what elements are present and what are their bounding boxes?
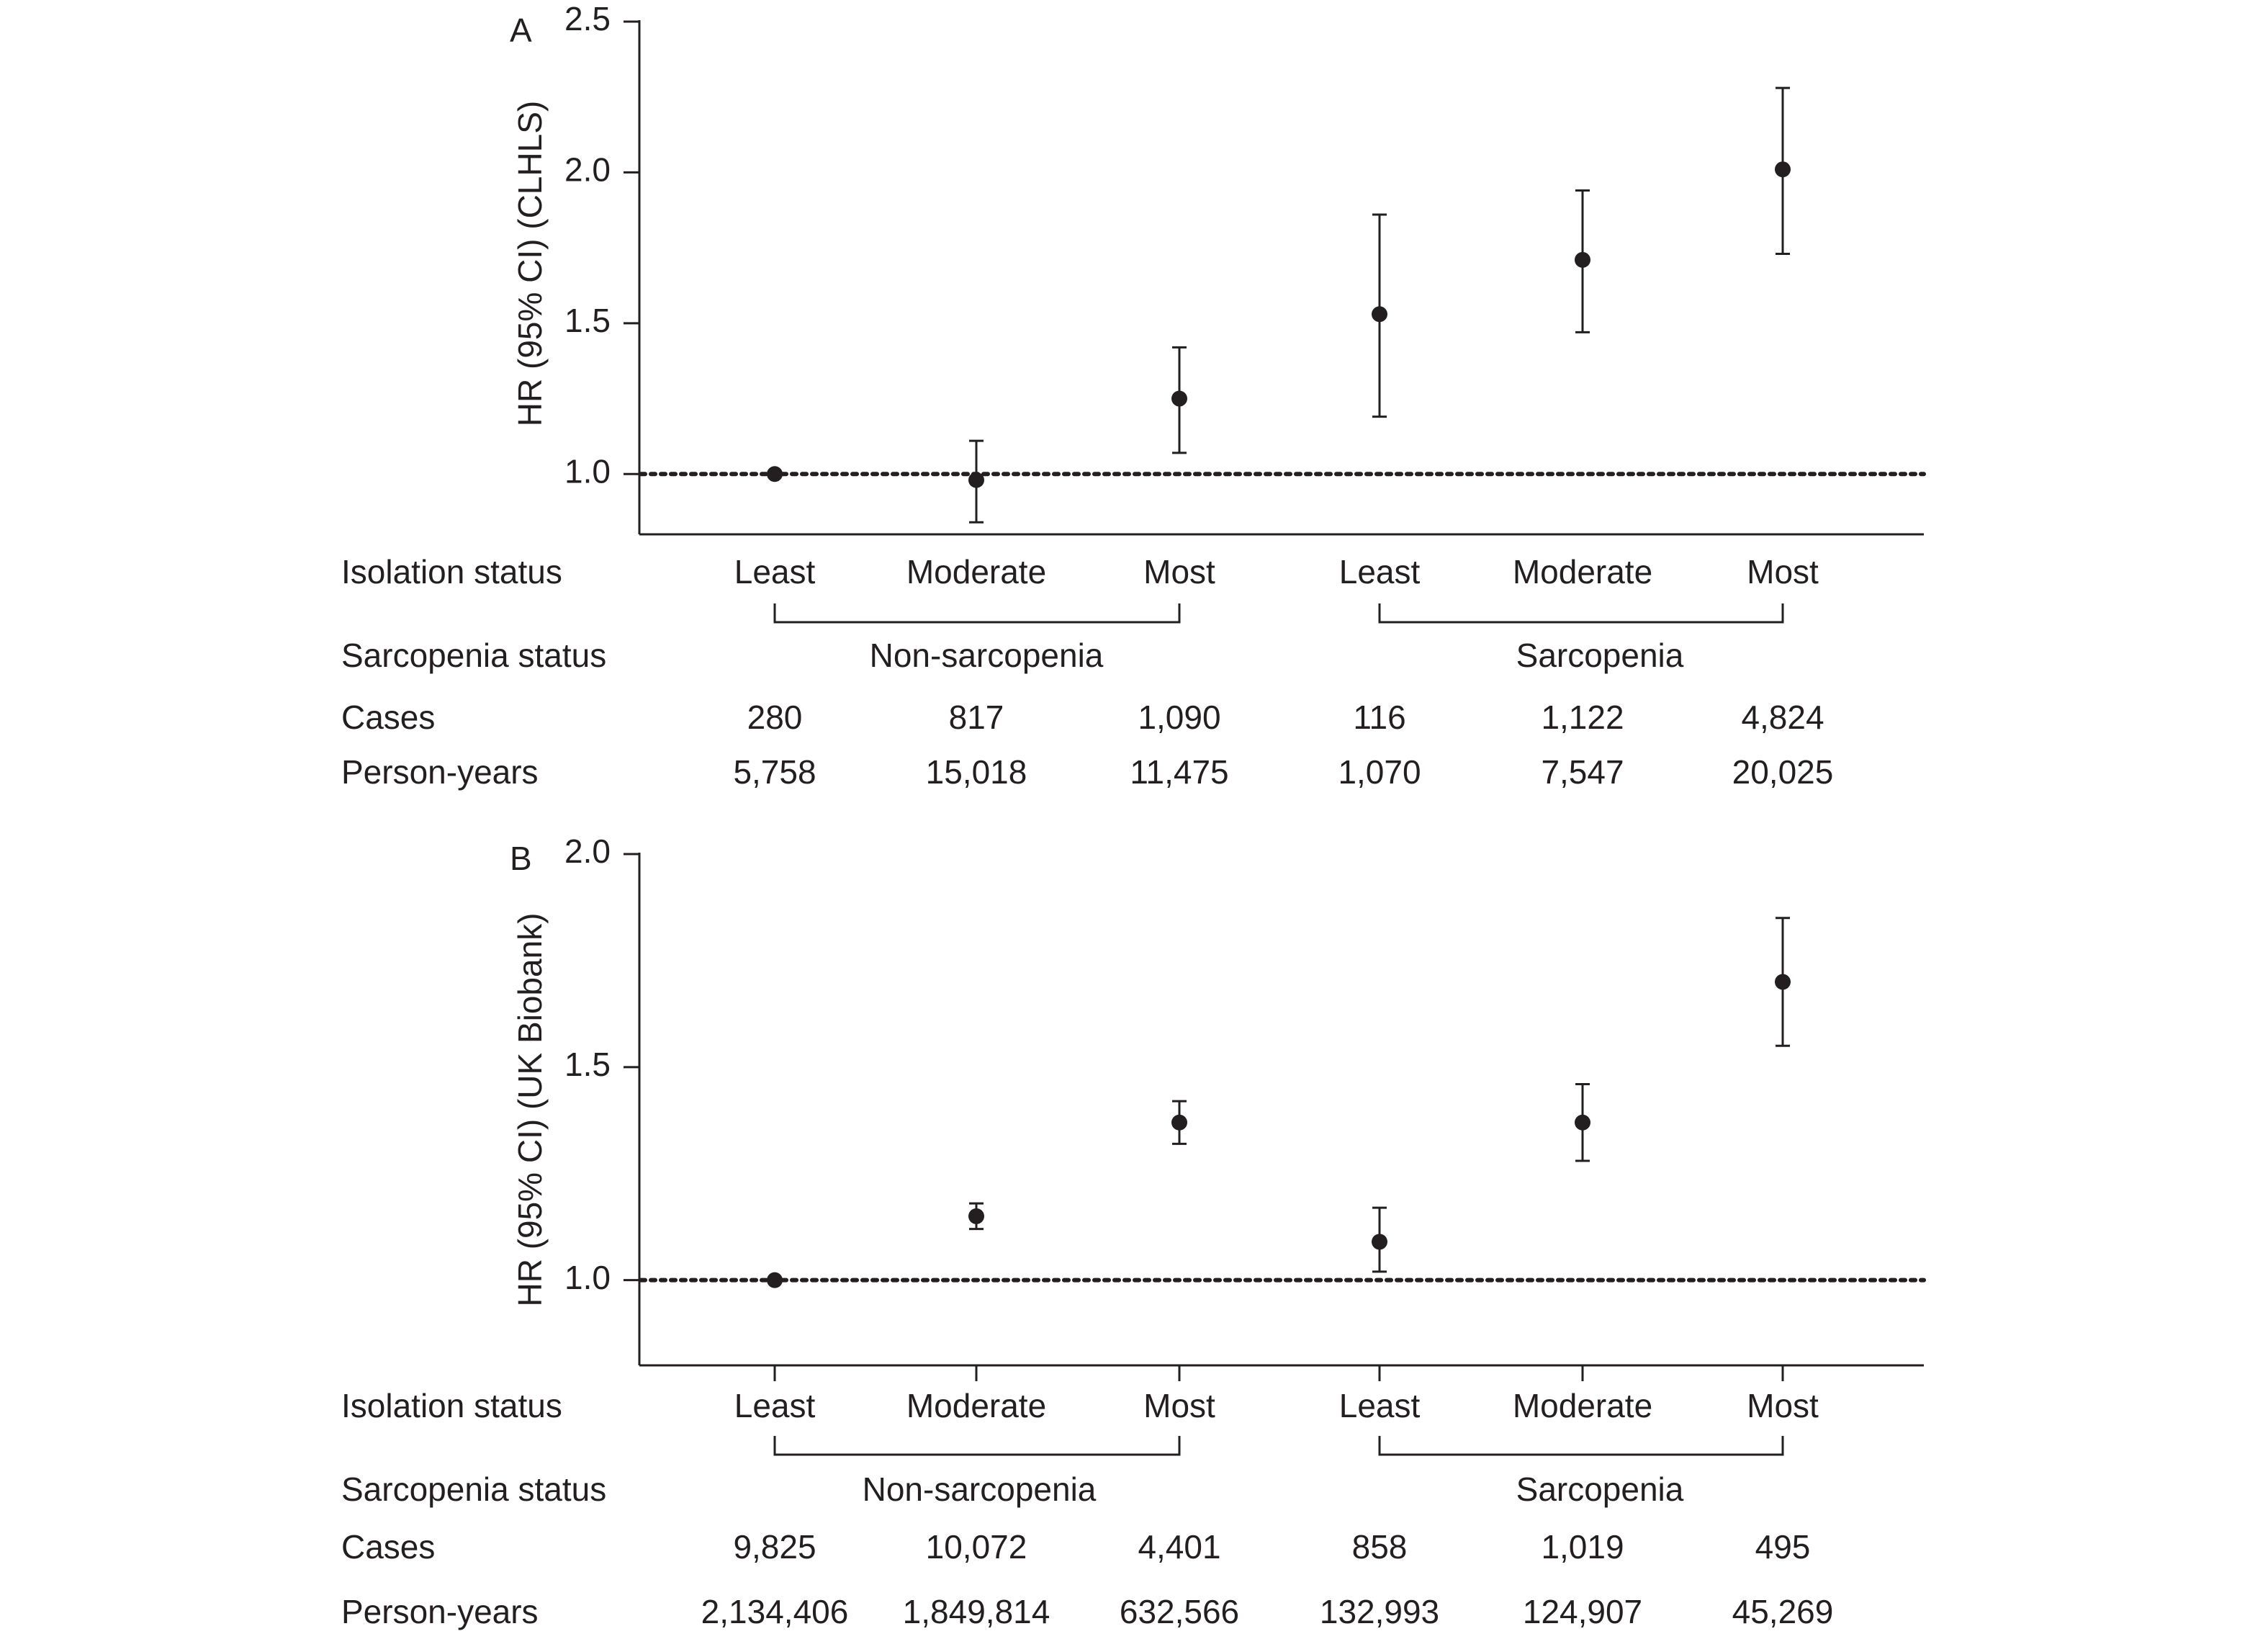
y-tick-label: 1.5 bbox=[564, 1046, 611, 1083]
isolation-status-label: Isolation status bbox=[341, 1387, 562, 1424]
person-years-value: 45,269 bbox=[1732, 1593, 1834, 1630]
cases-value: 4,824 bbox=[1741, 699, 1824, 736]
panel-label: B bbox=[510, 840, 532, 877]
cases-value: 1,090 bbox=[1138, 699, 1220, 736]
panel-label: A bbox=[510, 12, 532, 49]
cases-label: Cases bbox=[341, 699, 435, 736]
person-years-value: 20,025 bbox=[1732, 753, 1834, 791]
group-label: Sarcopenia bbox=[1516, 1470, 1684, 1508]
person-years-value: 132,993 bbox=[1320, 1593, 1439, 1630]
data-point bbox=[767, 466, 783, 482]
cases-value: 858 bbox=[1352, 1528, 1408, 1566]
data-point bbox=[1372, 1234, 1387, 1250]
data-point bbox=[1775, 974, 1791, 990]
group-bracket bbox=[773, 1436, 1181, 1456]
x-tick-label: Moderate bbox=[1513, 1387, 1652, 1424]
sarcopenia-status-label: Sarcopenia status bbox=[341, 1470, 606, 1508]
person-years-value: 15,018 bbox=[926, 753, 1027, 791]
cases-value: 116 bbox=[1353, 699, 1405, 736]
x-tick-label: Most bbox=[1747, 1387, 1819, 1424]
x-tick-label: Moderate bbox=[906, 553, 1046, 591]
cases-value: 817 bbox=[949, 699, 1004, 736]
y-axis-title: HR (95% CI) (UK Biobank) bbox=[511, 912, 549, 1306]
person-years-value: 1,070 bbox=[1338, 753, 1421, 791]
sarcopenia-status-label: Sarcopenia status bbox=[341, 637, 606, 674]
person-years-value: 5,758 bbox=[733, 753, 816, 791]
x-tick-label: Most bbox=[1747, 553, 1819, 591]
y-axis-title: HR (95% CI) (CLHLS) bbox=[511, 101, 549, 426]
x-tick-label: Moderate bbox=[906, 1387, 1046, 1424]
person-years-value: 2,134,406 bbox=[701, 1593, 849, 1630]
person-years-value: 632,566 bbox=[1120, 1593, 1239, 1630]
person-years-label: Person-years bbox=[341, 1593, 539, 1630]
cases-value: 9,825 bbox=[733, 1528, 816, 1566]
x-tick-label: Most bbox=[1143, 553, 1215, 591]
person-years-value: 1,849,814 bbox=[903, 1593, 1050, 1630]
isolation-status-label: Isolation status bbox=[341, 553, 562, 591]
data-point bbox=[968, 1208, 984, 1224]
y-tick-label: 1.0 bbox=[564, 452, 611, 490]
data-point bbox=[1775, 161, 1791, 178]
group-label: Non-sarcopenia bbox=[863, 1470, 1097, 1508]
cases-value: 1,122 bbox=[1541, 699, 1624, 736]
group-bracket bbox=[1378, 603, 1784, 624]
y-tick-label: 2.0 bbox=[564, 832, 611, 870]
y-tick-label: 2.0 bbox=[564, 151, 611, 189]
person-years-value: 124,907 bbox=[1523, 1593, 1642, 1630]
cases-label: Cases bbox=[341, 1528, 435, 1566]
person-years-value: 11,475 bbox=[1130, 753, 1228, 791]
data-point bbox=[968, 472, 984, 488]
x-tick-label: Most bbox=[1143, 1387, 1215, 1424]
y-tick-label: 1.5 bbox=[564, 302, 611, 339]
cases-value: 495 bbox=[1755, 1528, 1811, 1566]
data-point bbox=[1171, 390, 1187, 407]
data-point bbox=[1372, 306, 1387, 323]
group-bracket bbox=[1378, 1436, 1784, 1456]
cases-value: 4,401 bbox=[1138, 1528, 1220, 1566]
y-tick-label: 1.0 bbox=[564, 1259, 611, 1296]
group-label: Sarcopenia bbox=[1516, 637, 1684, 674]
data-point bbox=[1575, 251, 1590, 268]
person-years-value: 7,547 bbox=[1541, 753, 1624, 791]
cases-value: 280 bbox=[747, 699, 803, 736]
data-point bbox=[1575, 1114, 1590, 1131]
person-years-label: Person-years bbox=[341, 753, 539, 791]
x-tick-label: Least bbox=[734, 553, 816, 591]
y-tick-label: 2.5 bbox=[564, 0, 611, 37]
x-tick-label: Moderate bbox=[1513, 553, 1652, 591]
x-tick-label: Least bbox=[734, 1387, 816, 1424]
group-bracket bbox=[773, 603, 1181, 624]
panel-a: A 1.0 1.5 2.0 2.5 HR (95% CI) (CLHLS) Isolatio… bbox=[341, 0, 1926, 791]
data-point bbox=[767, 1272, 783, 1288]
x-tick-label: Least bbox=[1339, 1387, 1421, 1424]
x-tick-label: Least bbox=[1339, 553, 1421, 591]
group-label: Non-sarcopenia bbox=[870, 637, 1104, 674]
cases-value: 1,019 bbox=[1541, 1528, 1624, 1566]
cases-value: 10,072 bbox=[926, 1528, 1027, 1566]
panel-b: B 1.0 1.5 2.0 HR (95% CI) (UK Biobank) Isolat… bbox=[341, 832, 1926, 1630]
data-point bbox=[1171, 1114, 1187, 1131]
